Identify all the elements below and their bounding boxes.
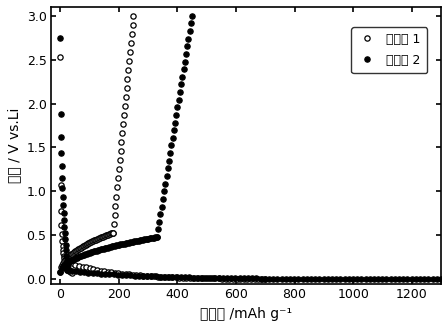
Legend: 实施例 1, 实施例 2: 实施例 1, 实施例 2 [351,27,427,73]
实施例 1 [63,262,69,266]
实施例 2 [438,277,444,281]
实施例 1 [112,271,117,275]
实施例 2 [203,276,209,280]
实施例 2 [191,276,196,279]
Y-axis label: 电压 / V vs.Li: 电压 / V vs.Li [7,108,21,183]
实施例 2 [304,277,310,281]
实施例 2 [115,273,121,277]
Line: 实施例 2: 实施例 2 [57,35,444,282]
实施例 1 [245,277,250,281]
实施例 1 [69,271,74,275]
实施例 2 [409,277,414,281]
Line: 实施例 1: 实施例 1 [57,54,268,282]
实施例 2 [426,277,431,281]
实施例 1 [68,270,73,274]
实施例 2 [57,36,63,40]
X-axis label: 比容量 /mAh g⁻¹: 比容量 /mAh g⁻¹ [200,307,292,321]
实施例 1 [57,55,63,59]
实施例 1 [263,277,268,281]
实施例 1 [68,269,73,273]
